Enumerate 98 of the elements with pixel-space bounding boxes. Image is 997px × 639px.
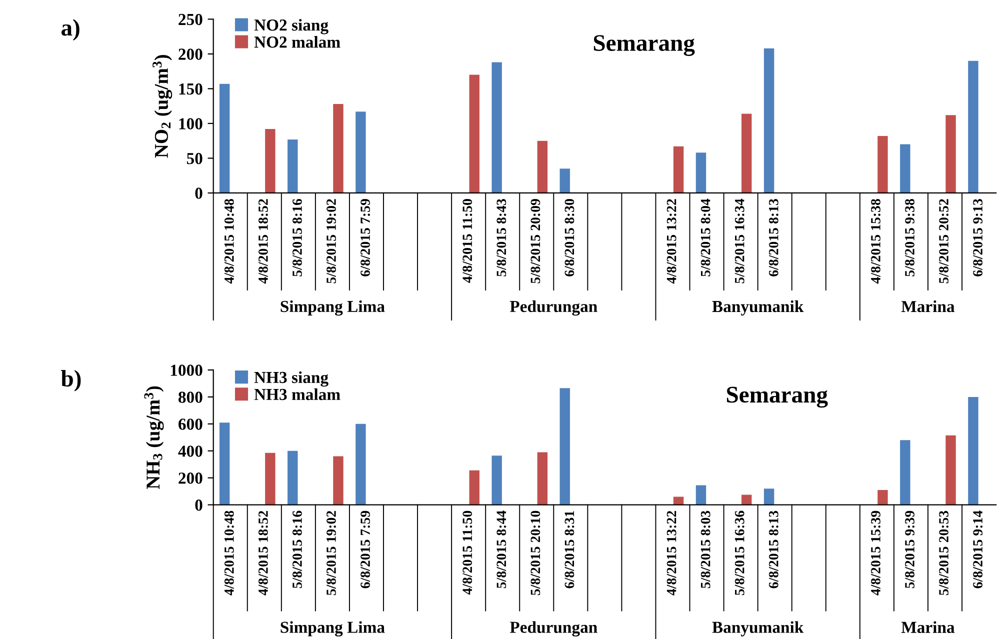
legend-label: NH3 siang [254, 371, 328, 387]
x-tick-label: 5/8/2015 8:04 [700, 198, 710, 276]
bar [900, 440, 910, 505]
bar [946, 115, 956, 193]
bar [265, 452, 276, 505]
text: a) [62, 19, 80, 41]
bar [333, 104, 344, 193]
bar [219, 422, 230, 505]
x-tick-label: 4/8/2015 11:50 [462, 199, 472, 283]
text: Simpang Lima [280, 300, 385, 316]
legend-label: NO2 siang [254, 18, 328, 34]
bar [560, 168, 570, 193]
x-tick-label: 4/8/2015 18:52 [258, 199, 268, 284]
bar [560, 388, 570, 505]
y-tick-label: 200 [178, 48, 202, 60]
bar [356, 424, 366, 505]
bar [333, 456, 344, 505]
bar [968, 60, 978, 193]
bar [265, 129, 276, 193]
x-tick-label: 5/8/2015 16:34 [734, 198, 744, 284]
x-tick-label: 5/8/2015 9:39 [905, 510, 914, 588]
x-tick-label: 4/8/2015 13:22 [666, 199, 676, 284]
x-tick-label: 5/8/2015 8:43 [496, 199, 506, 276]
bar [968, 396, 978, 505]
text: Banyumanik [712, 300, 804, 316]
x-tick-label: 4/8/2015 11:50 [462, 510, 472, 595]
x-tick-label: 6/8/2015 7:59 [360, 199, 370, 276]
y-tick-label: 200 [178, 472, 202, 484]
text: Simpang Lima [280, 621, 385, 636]
x-tick-label: 5/8/2015 20:09 [530, 199, 540, 284]
x-tick-label: 5/8/2015 20:52 [939, 199, 948, 284]
x-tick-label: 4/8/2015 15:38 [871, 198, 880, 284]
x-tick-label: 6/8/2015 9:14 [973, 510, 983, 588]
bar [219, 84, 230, 193]
bar [356, 112, 366, 193]
x-tick-label: 6/8/2015 9:13 [973, 199, 983, 276]
bar [288, 450, 298, 505]
x-tick-label: 6/8/2015 8:31 [564, 511, 574, 588]
bar [469, 74, 480, 193]
y-tick-label: 0 [195, 188, 202, 199]
x-tick-label: 5/8/2015 8:03 [700, 510, 710, 588]
x-tick-label: 5/8/2015 19:02 [326, 510, 336, 596]
bar [878, 136, 888, 193]
bar [673, 496, 684, 505]
y-tick-label: 1000 [170, 364, 202, 376]
y-tick-label: 50 [186, 152, 202, 164]
text: Pedurungan [510, 621, 598, 636]
y-tick-label: 600 [178, 418, 202, 430]
x-tick-label: 6/8/2015 8:30 [564, 199, 574, 276]
x-tick-label: 5/8/2015 9:38 [905, 198, 914, 276]
x-tick-label: 5/8/2015 20:10 [530, 510, 540, 596]
y-axis-title: NO$_{2}$ (ug/m$^{3}$) [152, 55, 172, 158]
text: Semarang [594, 35, 695, 56]
y-tick-label: 250 [178, 14, 202, 26]
x-tick-label: 4/8/2015 10:48 [224, 510, 234, 596]
bar [537, 452, 548, 505]
text: b) [61, 370, 81, 392]
bar [492, 456, 502, 505]
text: Pedurungan [510, 300, 598, 316]
bar [764, 48, 774, 193]
bar [878, 490, 888, 505]
text: Marina [901, 621, 955, 633]
bar [673, 146, 684, 193]
bar [946, 435, 956, 505]
x-tick-label: 5/8/2015 20:53 [939, 510, 948, 596]
bar [696, 152, 706, 193]
legend-label: NH3 malam [254, 388, 340, 400]
y-tick-label: 150 [179, 83, 202, 95]
x-tick-label: 5/8/2015 8:16 [292, 510, 302, 588]
bar [764, 488, 774, 505]
bar [741, 494, 752, 505]
x-tick-label: 5/8/2015 19:02 [326, 199, 336, 284]
bar [492, 62, 502, 193]
y-tick-label: 0 [195, 500, 202, 511]
y-axis-title: NH$_{3}$ (ug/m$^{3}$) [144, 386, 164, 490]
x-tick-label: 5/8/2015 16:36 [734, 510, 744, 596]
bar [741, 114, 752, 193]
text: Banyumanik [712, 621, 804, 636]
y-tick-label: 400 [178, 446, 202, 457]
bar [288, 139, 298, 193]
bar [900, 144, 910, 193]
x-tick-label: 4/8/2015 15:39 [871, 510, 880, 596]
x-tick-label: 4/8/2015 18:52 [258, 510, 268, 596]
legend-label: NO2 malam [254, 36, 340, 48]
bar [537, 140, 548, 193]
text: Semarang [726, 386, 828, 408]
x-tick-label: 5/8/2015 8:44 [496, 510, 506, 588]
x-tick-label: 4/8/2015 10:48 [224, 198, 234, 284]
x-tick-label: 6/8/2015 8:13 [768, 510, 778, 588]
x-tick-label: 6/8/2015 8:13 [768, 199, 778, 276]
x-tick-label: 4/8/2015 13:22 [666, 510, 676, 596]
bar [469, 470, 480, 505]
x-tick-label: 5/8/2015 8:16 [292, 198, 302, 276]
text: Marina [901, 300, 955, 312]
x-tick-label: 6/8/2015 7:59 [360, 510, 370, 588]
bar [696, 485, 706, 505]
y-tick-label: 100 [179, 118, 202, 130]
y-tick-label: 800 [178, 392, 202, 403]
